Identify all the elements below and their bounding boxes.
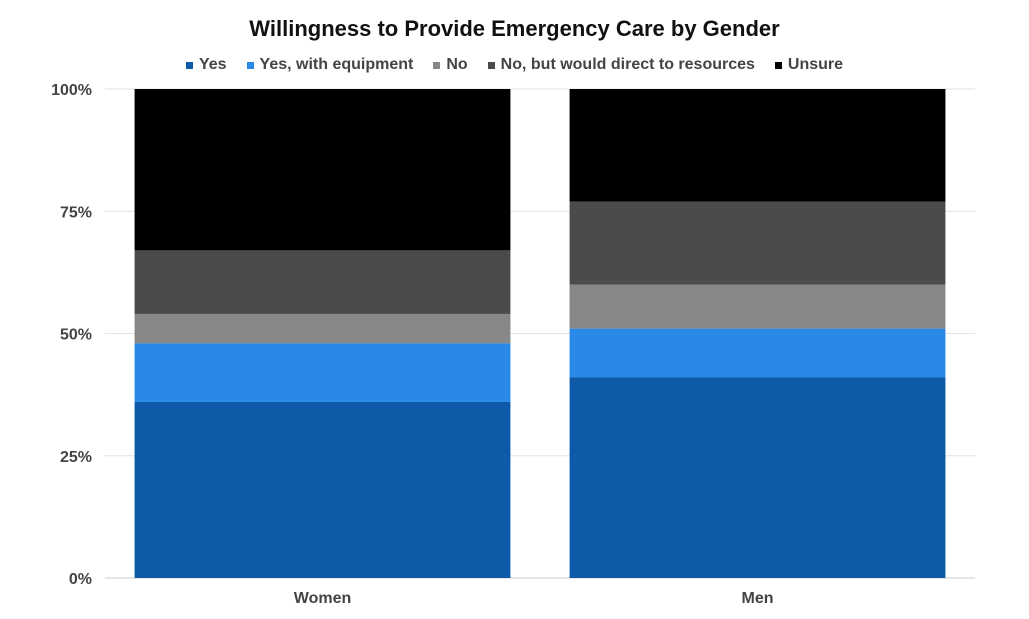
bar-men-1	[569, 328, 946, 378]
legend-label: Yes	[198, 56, 227, 73]
y-tick-label: 75%	[60, 204, 92, 221]
legend-item-3: No, but would direct to resources	[487, 56, 755, 74]
legend-label: No, but would direct to resources	[500, 56, 755, 73]
chart-title: Willingness to Provide Emergency Care by…	[249, 16, 780, 41]
legend-swatch	[246, 61, 254, 69]
bar-women-4	[134, 89, 511, 251]
legend-label: Yes, with equipment	[259, 56, 414, 73]
bar-women-1	[134, 343, 511, 402]
bar-men-3	[569, 201, 946, 285]
y-tick-label: 0%	[69, 571, 92, 588]
y-tick-label: 50%	[60, 327, 92, 344]
bar-men-4	[569, 89, 946, 202]
legend-label: Unsure	[787, 56, 844, 73]
bar-men-2	[569, 284, 946, 329]
legend-swatch	[774, 61, 782, 69]
legend-item-4: Unsure	[774, 56, 844, 74]
legend-item-1: Yes, with equipment	[246, 56, 414, 74]
bar-women-2	[134, 313, 511, 344]
bar-women-3	[134, 250, 511, 314]
legend-label: No	[446, 56, 468, 73]
x-tick-label: Men	[742, 590, 774, 607]
legend: Yes Yes, with equipment No No, but would di…	[0, 56, 1029, 74]
legend-swatch	[433, 61, 441, 69]
x-tick-label: Women	[294, 590, 351, 607]
y-tick-label: 100%	[51, 82, 92, 99]
legend-item-0: Yes	[185, 56, 227, 74]
legend-swatch	[487, 61, 495, 69]
y-tick-label: 25%	[60, 449, 92, 466]
bar-men-0	[569, 377, 946, 578]
legend-item-2: No	[433, 56, 468, 74]
legend-swatch	[185, 61, 193, 69]
bar-women-0	[134, 401, 511, 578]
